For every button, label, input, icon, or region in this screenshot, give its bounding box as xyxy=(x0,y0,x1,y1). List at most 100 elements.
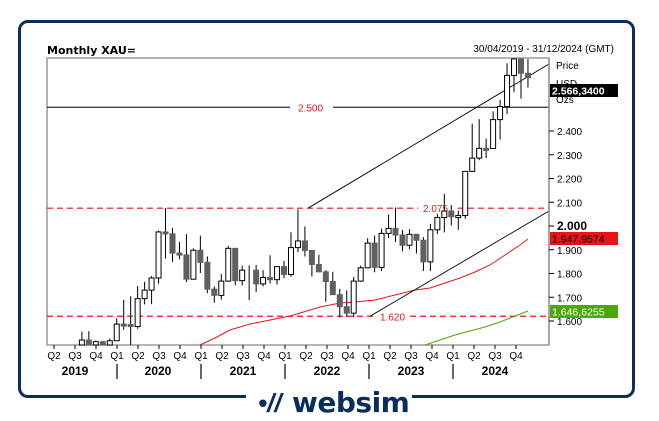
brand-name: websim xyxy=(292,386,410,419)
candle xyxy=(511,58,518,93)
level-1620-label: 1.620 xyxy=(380,312,405,323)
candle xyxy=(85,331,92,346)
candle xyxy=(127,296,134,345)
candle xyxy=(78,331,85,346)
candle xyxy=(287,232,294,277)
quarter-label: Q4 xyxy=(425,351,439,362)
ma-green-tag xyxy=(550,305,618,318)
level-2075-label: 2.075 xyxy=(423,204,448,215)
candle xyxy=(301,226,308,257)
candle xyxy=(155,230,162,284)
y-tick-label: 2.400 xyxy=(557,127,582,138)
candle xyxy=(441,193,448,233)
candle xyxy=(469,123,476,172)
y-tick-label: 2.300 xyxy=(557,151,582,162)
last-price-tag xyxy=(550,84,618,97)
candle xyxy=(169,227,176,262)
year-label: 2022 xyxy=(314,364,341,378)
quarter-label: Q4 xyxy=(89,351,103,362)
websim-logo-icon: •// xyxy=(258,388,282,418)
candle xyxy=(197,235,204,274)
y-tick-label: 2.000 xyxy=(557,219,587,233)
year-label: 2019 xyxy=(62,364,89,378)
plot-area xyxy=(46,57,550,346)
quarter-label: Q1 xyxy=(194,351,208,362)
quarter-label: Q1 xyxy=(110,351,124,362)
y-tick-label: 1.800 xyxy=(557,270,582,281)
candle xyxy=(476,119,483,161)
quarter-label: Q4 xyxy=(341,351,355,362)
date-range: 30/04/2019 - 31/12/2024 (GMT) xyxy=(473,44,614,55)
quarter-label: Q2 xyxy=(131,351,145,362)
trend-channel-lower xyxy=(369,210,550,317)
candle xyxy=(148,276,155,305)
candle xyxy=(504,63,511,115)
y-tick-label: 1.600 xyxy=(557,317,582,328)
candle xyxy=(517,58,524,99)
ma-red-tag xyxy=(550,232,618,245)
chart-title: Monthly XAU= xyxy=(47,44,136,57)
quarter-label: Q2 xyxy=(47,351,61,362)
y-tick-label: 2.200 xyxy=(557,175,582,186)
candle xyxy=(420,237,427,271)
candle xyxy=(204,256,211,294)
candle xyxy=(308,249,315,277)
candle xyxy=(350,276,357,318)
candle xyxy=(218,273,225,300)
quarter-label: Q4 xyxy=(257,351,271,362)
quarter-label: Q4 xyxy=(173,351,187,362)
svg-text:2.566,3400: 2.566,3400 xyxy=(552,86,605,98)
axis-unit-sub: Ozs xyxy=(556,95,574,106)
quarter-label: Q2 xyxy=(383,351,397,362)
candle xyxy=(490,111,497,150)
candle xyxy=(211,286,218,303)
candle xyxy=(371,235,378,273)
y-tick-label: 1.900 xyxy=(557,246,582,257)
candle xyxy=(322,270,329,302)
brand-footer: •// websim xyxy=(0,384,659,420)
candle xyxy=(497,99,504,140)
quarter-label: Q1 xyxy=(446,351,460,362)
candle xyxy=(253,264,260,293)
candle xyxy=(434,213,441,235)
candle xyxy=(274,266,281,285)
quarter-label: Q3 xyxy=(236,351,250,362)
candle xyxy=(448,205,455,226)
quarter-label: Q2 xyxy=(299,351,313,362)
candle xyxy=(392,207,399,243)
quarter-label: Q2 xyxy=(215,351,229,362)
y-tick-label: 1.700 xyxy=(557,293,582,304)
candle xyxy=(225,245,232,282)
year-label: 2023 xyxy=(398,364,425,378)
candle xyxy=(232,247,239,286)
candle xyxy=(134,286,141,329)
candle xyxy=(281,260,288,279)
year-label: 2021 xyxy=(230,364,257,378)
candle xyxy=(524,59,531,88)
candle xyxy=(120,299,127,330)
quarter-label: Q1 xyxy=(362,351,376,362)
candle xyxy=(260,270,267,287)
quarter-label: Q3 xyxy=(152,351,166,362)
candle xyxy=(239,265,246,286)
candle xyxy=(294,209,301,253)
quarter-label: Q3 xyxy=(68,351,82,362)
candle xyxy=(176,241,183,260)
quarter-label: Q3 xyxy=(488,351,502,362)
svg-text:1.947,9574: 1.947,9574 xyxy=(552,234,605,246)
candle xyxy=(190,248,197,280)
moving-average-green xyxy=(424,310,529,346)
candle xyxy=(106,338,113,346)
candle xyxy=(113,318,120,342)
candle xyxy=(399,230,406,252)
candle xyxy=(141,281,148,305)
candle xyxy=(329,271,336,296)
candle xyxy=(385,214,392,239)
quarter-label: Q3 xyxy=(320,351,334,362)
y-tick-label: 2.100 xyxy=(557,198,582,209)
candle xyxy=(462,170,469,219)
quarter-label: Q1 xyxy=(278,351,292,362)
candle xyxy=(315,254,322,273)
candle xyxy=(406,229,413,250)
